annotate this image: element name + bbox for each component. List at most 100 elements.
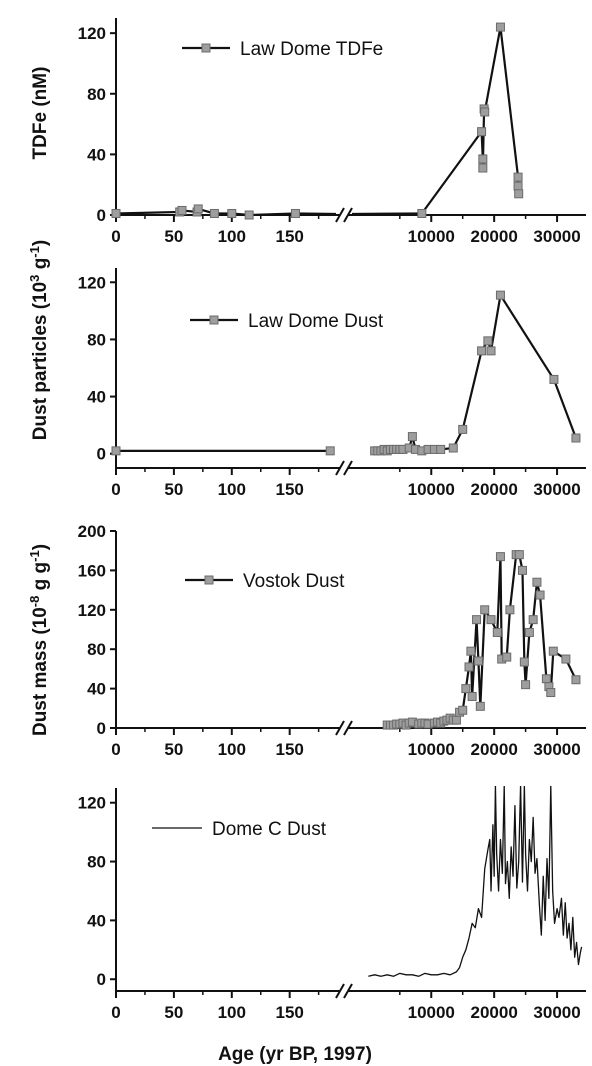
y-tick-label: 120 — [78, 794, 106, 813]
axis-break-mark — [335, 983, 345, 999]
axis-break-mark — [343, 460, 353, 476]
data-point-marker — [467, 691, 477, 701]
axis-break-mark — [343, 720, 353, 736]
data-point-marker — [541, 674, 551, 684]
data-point-marker — [477, 127, 487, 137]
legend-marker — [209, 315, 219, 325]
y-tick-label: 80 — [87, 85, 106, 104]
data-point-marker — [473, 656, 483, 666]
y-tick-label: 0 — [97, 206, 106, 225]
data-point-marker — [436, 444, 446, 454]
data-point-marker — [448, 443, 458, 453]
data-point-marker — [451, 715, 461, 725]
y-tick-label: 120 — [78, 273, 106, 292]
y-tick-label: 120 — [78, 601, 106, 620]
data-point-marker — [111, 446, 121, 456]
y-tick-label: 120 — [78, 24, 106, 43]
data-point-marker — [466, 646, 476, 656]
data-point-marker — [290, 208, 300, 218]
legend-marker — [204, 575, 214, 585]
data-point-marker — [513, 172, 523, 182]
ylabel-dust-particles-sup1: 3 — [27, 275, 42, 282]
data-point-marker — [486, 346, 496, 356]
x-tick-label: 10000 — [408, 480, 455, 499]
ylabel-dust-mass-sup1: -8 — [27, 596, 42, 608]
x-tick-label: 30000 — [533, 1003, 580, 1022]
x-tick-label: 150 — [275, 227, 303, 246]
data-point-marker — [571, 675, 581, 685]
x-tick-label: 0 — [111, 480, 120, 499]
ylabel-dust-particles: Dust particles (103 g-1) — [27, 240, 52, 440]
legend-label: Vostok Dust — [243, 571, 345, 592]
x-tick-label: 30000 — [533, 480, 580, 499]
ylabel-dust-particles-unit: g — [30, 258, 51, 275]
x-tick-label: 0 — [111, 740, 120, 759]
data-point-marker — [478, 154, 488, 164]
data-point-marker — [177, 205, 187, 215]
data-point-marker — [505, 605, 515, 615]
ylabel-dust-particles-main: Dust particles (10 — [30, 282, 51, 440]
legend-marker — [201, 43, 211, 53]
x-tick-label: 10000 — [408, 1003, 455, 1022]
data-point-marker — [571, 433, 581, 443]
y-tick-label: 80 — [87, 853, 106, 872]
data-point-marker — [517, 565, 527, 575]
x-tick-label: 150 — [275, 480, 303, 499]
axis-break-mark — [343, 207, 353, 223]
x-tick-label: 150 — [275, 1003, 303, 1022]
axis-break-mark — [343, 983, 353, 999]
data-point-marker — [458, 424, 468, 434]
data-point-marker — [535, 590, 545, 600]
x-tick-label: 100 — [218, 480, 246, 499]
series-line-deep — [420, 25, 520, 215]
x-tick-label: 0 — [111, 227, 120, 246]
data-point-marker — [548, 646, 558, 656]
data-point-marker — [475, 701, 485, 711]
y-tick-label: 0 — [97, 445, 106, 464]
axis-break-mark — [335, 720, 345, 736]
data-point-marker — [502, 652, 512, 662]
series-line-deep — [374, 294, 577, 452]
x-tick-label: 20000 — [471, 480, 518, 499]
data-point-marker — [561, 654, 571, 664]
data-point-marker — [464, 662, 474, 672]
x-tick-label: 50 — [164, 480, 183, 499]
data-point-marker — [478, 163, 488, 173]
series-line-deep — [368, 786, 583, 977]
data-point-marker — [461, 684, 471, 694]
data-point-marker — [483, 336, 493, 346]
x-tick-label: 10000 — [408, 227, 455, 246]
data-point-marker — [407, 432, 417, 442]
data-point-marker — [227, 208, 237, 218]
ylabel-dust-mass: Dust mass (10-8 g g-1) — [27, 544, 52, 736]
ylabel-dust-particles-sup2: -1 — [27, 246, 42, 258]
ylabel-dust-mass-main: Dust mass (10 — [30, 607, 51, 736]
axis-break-mark — [335, 207, 345, 223]
y-tick-label: 0 — [97, 970, 106, 989]
data-point-marker — [477, 346, 487, 356]
data-point-marker — [193, 204, 203, 214]
data-point-marker — [528, 615, 538, 625]
ylabel-dust-particles-close: ) — [30, 240, 51, 246]
data-point-marker — [111, 208, 121, 218]
ylabel-tdfe: TDFe (nM) — [30, 67, 51, 160]
data-point-marker — [486, 615, 496, 625]
data-point-marker — [519, 657, 529, 667]
ylabel-dust-mass-close: ) — [30, 544, 51, 550]
y-tick-label: 80 — [87, 640, 106, 659]
data-point-marker — [514, 550, 524, 560]
x-tick-label: 100 — [218, 227, 246, 246]
legend-label: Dome C Dust — [212, 819, 327, 840]
data-point-marker — [480, 605, 490, 615]
y-tick-label: 80 — [87, 330, 106, 349]
x-tick-label: 50 — [164, 227, 183, 246]
data-point-marker — [492, 627, 502, 637]
x-tick-label: 50 — [164, 1003, 183, 1022]
x-tick-label: 0 — [111, 1003, 120, 1022]
data-point-marker — [495, 290, 505, 300]
data-point-marker — [549, 374, 559, 384]
data-point-marker — [514, 189, 524, 199]
y-tick-label: 40 — [87, 145, 106, 164]
